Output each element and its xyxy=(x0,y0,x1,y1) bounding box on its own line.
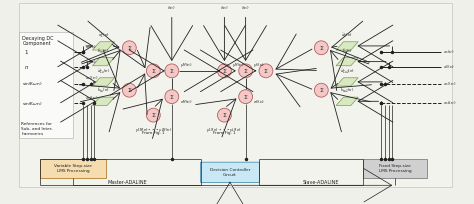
Text: $\Sigma$: $\Sigma$ xyxy=(151,67,156,75)
Text: $y_{1S}(n)\bullet\bullet\bullet y_{LS}(n)$: $y_{1S}(n)\bullet\bullet\bullet y_{LS}(n… xyxy=(206,126,242,134)
Text: $\Sigma$: $\Sigma$ xyxy=(222,67,227,75)
Text: $x_s(n)$: $x_s(n)$ xyxy=(443,49,455,56)
Text: $x_{sk}(n)$: $x_{sk}(n)$ xyxy=(85,94,98,102)
Text: Variable Step-size
LMS Processing: Variable Step-size LMS Processing xyxy=(54,164,92,173)
Text: $\Sigma$: $\Sigma$ xyxy=(127,44,132,52)
Text: $y_S(n)$: $y_S(n)$ xyxy=(254,61,265,69)
Text: $\hat{d}_{C}(n)$: $\hat{d}_{C}(n)$ xyxy=(98,31,109,40)
Circle shape xyxy=(165,64,179,78)
Text: $\Sigma$: $\Sigma$ xyxy=(169,67,174,75)
FancyBboxPatch shape xyxy=(201,162,259,183)
Circle shape xyxy=(239,64,253,78)
Text: $\hat{h}_{su}(n)$: $\hat{h}_{su}(n)$ xyxy=(97,87,110,95)
Text: sin(K$\omega$n): sin(K$\omega$n) xyxy=(22,100,43,107)
Text: $y_M(n)$: $y_M(n)$ xyxy=(180,61,192,69)
Text: Decision Controller
Circuit: Decision Controller Circuit xyxy=(210,168,250,177)
Text: $\Sigma$: $\Sigma$ xyxy=(243,93,248,101)
Circle shape xyxy=(218,108,231,122)
Polygon shape xyxy=(336,97,358,105)
Text: $\hat{d}_{Cu2}(n)$: $\hat{d}_{Cu2}(n)$ xyxy=(340,67,355,76)
Text: Sub- and Inter-: Sub- and Inter- xyxy=(21,127,53,131)
Text: $\Sigma$: $\Sigma$ xyxy=(263,67,269,75)
Text: $\Sigma$: $\Sigma$ xyxy=(319,44,324,52)
Text: $e_S(n)$: $e_S(n)$ xyxy=(254,99,265,106)
Circle shape xyxy=(314,41,328,55)
Text: $\hat{d}_{Cu}(n)$: $\hat{d}_{Cu}(n)$ xyxy=(97,67,110,76)
Circle shape xyxy=(314,83,328,97)
Text: 1: 1 xyxy=(24,50,27,55)
Text: $\hat{h}_{su2}(n)$: $\hat{h}_{su2}(n)$ xyxy=(340,87,355,95)
Text: $i(n)$: $i(n)$ xyxy=(220,4,229,11)
Text: $x_{s0}(n)$: $x_{s0}(n)$ xyxy=(443,80,456,88)
Text: $\hat{d}_{C}(n)$: $\hat{d}_{C}(n)$ xyxy=(341,31,353,40)
Polygon shape xyxy=(92,58,115,66)
Text: $\Sigma$: $\Sigma$ xyxy=(319,86,324,94)
Text: From Fig. 1: From Fig. 1 xyxy=(142,131,164,135)
Polygon shape xyxy=(92,78,115,86)
Text: $\Sigma$: $\Sigma$ xyxy=(169,93,174,101)
Circle shape xyxy=(146,108,160,122)
Circle shape xyxy=(239,90,253,104)
Bar xyxy=(363,160,428,178)
Text: Fixed Step-size
LMS Processing: Fixed Step-size LMS Processing xyxy=(379,164,411,173)
Circle shape xyxy=(122,41,136,55)
Text: Master-ADALINE: Master-ADALINE xyxy=(108,180,147,185)
Text: $\hat{h}_{s}(n)$: $\hat{h}_{s}(n)$ xyxy=(342,47,353,56)
Text: From Fig. 1: From Fig. 1 xyxy=(213,131,236,135)
Polygon shape xyxy=(336,42,358,50)
Circle shape xyxy=(165,90,179,104)
Circle shape xyxy=(122,83,136,97)
Text: $x_{s0}(n)$: $x_{s0}(n)$ xyxy=(85,75,99,82)
Text: $\Sigma$: $\Sigma$ xyxy=(243,67,248,75)
Text: $\Sigma$: $\Sigma$ xyxy=(151,111,156,119)
Bar xyxy=(19,32,73,138)
Text: $i(n)$: $i(n)$ xyxy=(241,4,250,11)
Text: $i(n)$: $i(n)$ xyxy=(167,4,176,11)
Circle shape xyxy=(146,64,160,78)
Text: $e_M(n)$: $e_M(n)$ xyxy=(180,99,192,106)
Circle shape xyxy=(218,64,231,78)
Text: $x_0(n)$: $x_0(n)$ xyxy=(443,63,455,71)
Text: $\hat{h}_{m}(n)$: $\hat{h}_{m}(n)$ xyxy=(97,47,109,56)
Polygon shape xyxy=(336,58,358,66)
Text: sin(K$\omega$n): sin(K$\omega$n) xyxy=(22,80,43,87)
Text: $\Sigma$: $\Sigma$ xyxy=(222,111,227,119)
Polygon shape xyxy=(92,97,115,105)
Text: $y_{1M}(n)\bullet\bullet\bullet y_{LM}(n)$: $y_{1M}(n)\bullet\bullet\bullet y_{LM}(n… xyxy=(135,126,172,134)
Text: $x_{sk}(n)$: $x_{sk}(n)$ xyxy=(443,99,456,107)
Text: References for: References for xyxy=(21,122,52,126)
Bar xyxy=(40,160,106,178)
Text: $x_0(n)$: $x_0(n)$ xyxy=(85,43,97,51)
Text: $\Sigma$: $\Sigma$ xyxy=(127,86,132,94)
Text: harmonics: harmonics xyxy=(21,132,44,136)
Polygon shape xyxy=(336,78,358,86)
Circle shape xyxy=(259,64,273,78)
Polygon shape xyxy=(92,42,115,50)
Text: Slave-ADALINE: Slave-ADALINE xyxy=(303,180,339,185)
Text: Component: Component xyxy=(22,41,51,46)
Text: $y_M(n)$: $y_M(n)$ xyxy=(232,61,245,69)
Text: $x_n(n)$: $x_n(n)$ xyxy=(85,58,97,66)
Text: $n$: $n$ xyxy=(24,64,29,71)
Text: Decaying DC: Decaying DC xyxy=(22,36,54,41)
